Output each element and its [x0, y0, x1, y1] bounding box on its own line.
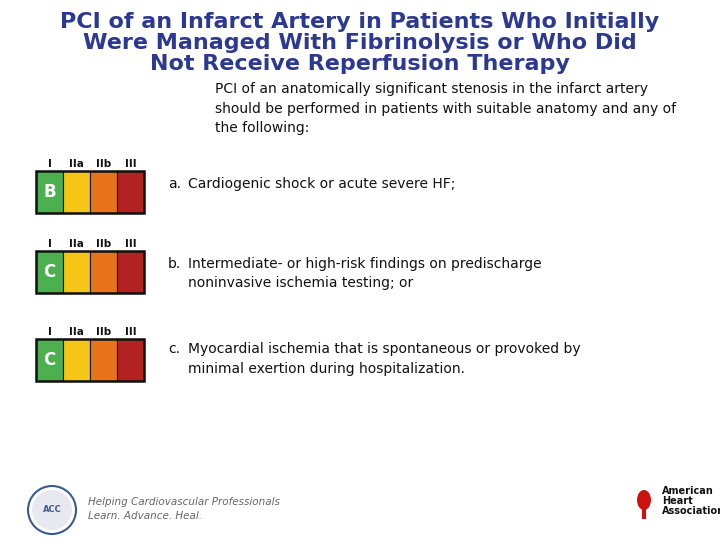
Circle shape	[32, 490, 72, 530]
Text: IIb: IIb	[96, 159, 111, 169]
Bar	[90, 339, 117, 381]
Text: Not Receive Reperfusion Therapy: Not Receive Reperfusion Therapy	[150, 54, 570, 74]
Bar	[36, 171, 63, 213]
Text: III: III	[125, 159, 136, 169]
Text: C: C	[43, 351, 55, 369]
Bar	[63, 339, 90, 381]
Text: a.: a.	[168, 177, 181, 191]
Text: I: I	[48, 327, 51, 337]
Text: III: III	[125, 327, 136, 337]
Bar	[117, 339, 144, 381]
Bar	[36, 171, 144, 213]
Text: IIa: IIa	[69, 159, 84, 169]
Text: I: I	[48, 159, 51, 169]
Text: IIa: IIa	[69, 239, 84, 249]
Bar	[36, 339, 144, 381]
Bar	[63, 251, 90, 293]
Text: Myocardial ischemia that is spontaneous or provoked by
minimal exertion during h: Myocardial ischemia that is spontaneous …	[188, 342, 580, 375]
Text: Intermediate- or high-risk findings on predischarge
noninvasive ischemia testing: Intermediate- or high-risk findings on p…	[188, 257, 541, 291]
Text: I: I	[48, 239, 51, 249]
Bar	[117, 171, 144, 213]
Bar	[36, 251, 144, 293]
Text: III: III	[125, 239, 136, 249]
Text: IIa: IIa	[69, 327, 84, 337]
Text: Were Managed With Fibrinolysis or Who Did: Were Managed With Fibrinolysis or Who Di…	[83, 33, 637, 53]
Text: C: C	[43, 263, 55, 281]
Bar	[36, 339, 63, 381]
Text: PCI of an Infarct Artery in Patients Who Initially: PCI of an Infarct Artery in Patients Who…	[60, 12, 660, 32]
Bar	[117, 251, 144, 293]
Text: PCI of an anatomically significant stenosis in the infarct artery
should be perf: PCI of an anatomically significant steno…	[215, 82, 676, 135]
Text: b.: b.	[168, 257, 181, 271]
Text: ACC: ACC	[42, 505, 61, 515]
Text: B: B	[43, 183, 56, 201]
Bar	[90, 251, 117, 293]
Text: Cardiogenic shock or acute severe HF;: Cardiogenic shock or acute severe HF;	[188, 177, 455, 191]
Bar	[63, 171, 90, 213]
Text: Association®: Association®	[662, 506, 720, 516]
Text: Helping Cardiovascular Professionals: Helping Cardiovascular Professionals	[88, 497, 280, 507]
Text: American: American	[662, 486, 714, 496]
Bar	[90, 171, 117, 213]
Text: Learn. Advance. Heal.: Learn. Advance. Heal.	[88, 511, 202, 521]
Text: IIb: IIb	[96, 327, 111, 337]
Text: c.: c.	[168, 342, 180, 356]
Text: Heart: Heart	[662, 496, 693, 506]
Ellipse shape	[637, 490, 651, 510]
Text: IIb: IIb	[96, 239, 111, 249]
Bar	[36, 251, 63, 293]
